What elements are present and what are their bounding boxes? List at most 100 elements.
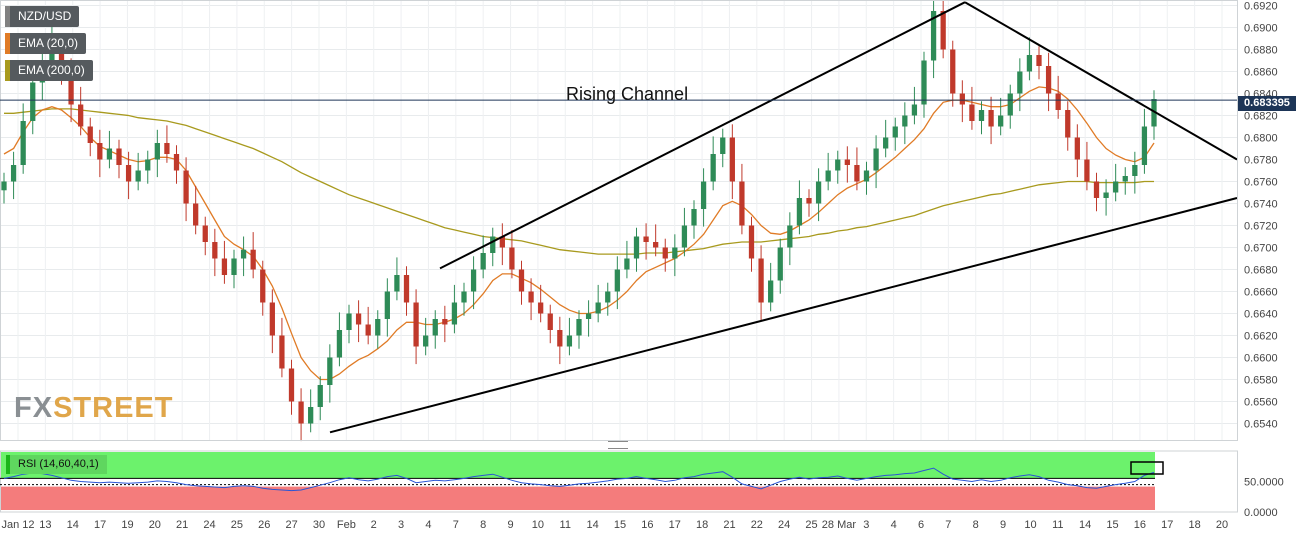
candle-79 — [758, 245, 764, 321]
candle-0 — [1, 172, 7, 204]
candle-8 — [78, 86, 84, 136]
candle-111 — [1065, 101, 1071, 151]
candle-94 — [902, 102, 908, 145]
candle-90 — [863, 161, 870, 195]
candle-77 — [739, 163, 745, 235]
candle-body-38 — [365, 324, 371, 336]
candle-body-99 — [950, 49, 956, 94]
candle-59 — [566, 317, 573, 356]
candle-body-68 — [653, 242, 659, 248]
candle-body-76 — [729, 137, 735, 182]
ema-200-line — [4, 108, 1154, 255]
rsi-highlight-box — [1130, 461, 1164, 475]
candle-body-13 — [125, 165, 132, 182]
candle-body-42 — [403, 275, 410, 303]
x-tick-label-21: 14 — [587, 519, 599, 531]
x-tick-label-20: 11 — [560, 519, 571, 531]
watermark-fx: FX — [14, 392, 54, 424]
candle-25 — [240, 236, 247, 277]
x-tick-label-19: 10 — [532, 519, 544, 531]
candle-72 — [691, 200, 697, 239]
candle-78 — [748, 216, 755, 272]
x-tick-label-35: 8 — [973, 519, 979, 531]
candle-97 — [930, 0, 937, 79]
y-tick-label-2: 0.6880 — [1244, 45, 1278, 57]
candle-88 — [844, 146, 850, 183]
rsi-line — [3, 467, 1155, 492]
panel-resize-handle[interactable] — [608, 441, 628, 449]
candle-112 — [1074, 124, 1080, 178]
candle-body-49 — [470, 269, 477, 292]
candle-body-79 — [758, 258, 764, 303]
legend-rsi-label: RSI (14,60,40,1) — [18, 458, 99, 470]
candle-75 — [720, 128, 726, 168]
candle-body-10 — [97, 143, 103, 160]
candle-92 — [883, 119, 889, 158]
candle-body-59 — [566, 335, 573, 347]
candle-67 — [643, 223, 649, 260]
candle-body-37 — [355, 313, 362, 325]
candle-body-32 — [308, 407, 314, 424]
candle-body-72 — [691, 209, 697, 226]
candle-3 — [30, 73, 36, 135]
candle-17 — [164, 125, 170, 163]
y-tick-label-0: 0.6920 — [1244, 1, 1278, 13]
candle-109 — [1045, 52, 1052, 112]
candle-body-54 — [518, 269, 525, 292]
candle-62 — [595, 284, 601, 323]
candle-55 — [528, 278, 534, 321]
candle-76 — [729, 124, 735, 200]
candle-body-9 — [87, 126, 93, 143]
legend-ema-200[interactable]: EMA (200,0) — [5, 60, 93, 81]
x-tick-label-15: 4 — [425, 519, 431, 531]
candle-body-120 — [1151, 99, 1157, 127]
candle-24 — [231, 249, 237, 289]
candle-body-111 — [1065, 110, 1071, 138]
candle-95 — [911, 86, 918, 125]
candle-body-21 — [202, 225, 208, 242]
candle-102 — [978, 101, 985, 135]
candle-101 — [969, 86, 975, 130]
candle-body-29 — [279, 335, 285, 369]
candle-body-48 — [461, 291, 467, 303]
candle-34 — [327, 344, 333, 403]
candle-body-12 — [116, 148, 122, 165]
legend-rsi[interactable]: RSI (14,60,40,1) — [6, 455, 107, 474]
candle-body-66 — [633, 236, 640, 259]
candle-18 — [173, 145, 180, 184]
x-tick-label-28: 24 — [778, 519, 790, 531]
candle-66 — [633, 227, 640, 272]
candle-body-83 — [796, 198, 803, 226]
legend-symbol[interactable]: NZD/USD — [5, 6, 80, 27]
candle-body-80 — [768, 280, 774, 303]
candle-9 — [87, 117, 93, 157]
candle-body-56 — [538, 302, 544, 314]
candle-body-15 — [145, 159, 151, 171]
candle-73 — [700, 168, 707, 227]
y-tick-label-13: 0.6660 — [1244, 287, 1278, 299]
y-tick-label-1: 0.6900 — [1244, 23, 1278, 35]
legend-ema-20[interactable]: EMA (20,0) — [5, 33, 87, 54]
candle-71 — [681, 207, 688, 257]
candle-54 — [518, 260, 525, 305]
watermark-street: STREET — [53, 392, 174, 424]
candle-body-112 — [1074, 137, 1080, 160]
candle-86 — [825, 152, 831, 191]
candle-82 — [787, 212, 793, 266]
candle-84 — [806, 189, 812, 217]
candle-body-50 — [480, 253, 486, 270]
candle-body-89 — [854, 165, 860, 182]
legend-ema-20-swatch — [5, 33, 10, 54]
candle-74 — [710, 136, 716, 191]
x-tick-label-34: 7 — [945, 519, 951, 531]
candle-89 — [854, 147, 860, 191]
x-tick-label-23: 16 — [641, 519, 653, 531]
candle-36 — [346, 304, 352, 344]
y-tick-label-5: 0.6820 — [1244, 111, 1278, 123]
candle-13 — [125, 151, 132, 200]
candle-15 — [145, 150, 151, 184]
x-tick-label-29: 25 — [805, 519, 817, 531]
candle-50 — [480, 235, 486, 279]
legend-ema-200-swatch — [5, 60, 10, 81]
candle-body-45 — [432, 319, 438, 336]
